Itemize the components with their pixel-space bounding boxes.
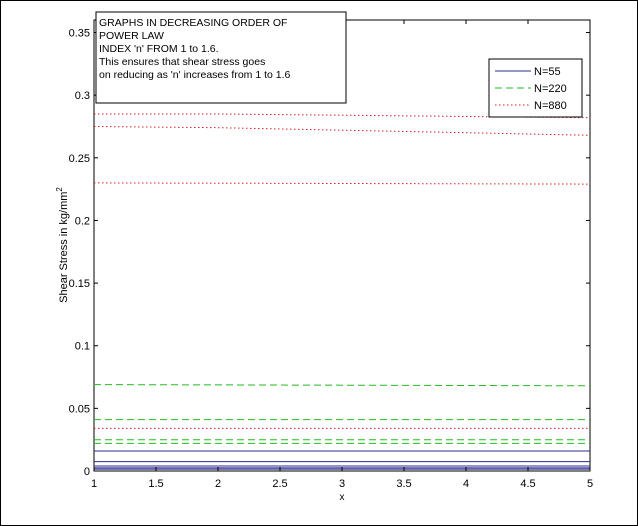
legend-label-n55: N=55 [534,66,561,78]
y-tick-label: 0.15 [69,278,90,290]
x-tick-label: 1 [91,478,97,490]
annotation-line-5: on reducing as 'n' increases from 1 to 1… [99,69,291,81]
x-tick-label: 2 [215,478,221,490]
y-tick-label: 0.1 [75,341,90,353]
x-tick-label: 2.5 [272,478,287,490]
x-tick-label: 4.5 [520,478,535,490]
y-tick-label: 0.3 [75,90,90,102]
series-line-n-880-2 [93,126,591,136]
legend-label-n220: N=220 [534,83,567,95]
annotation-line-1: GRAPHS IN DECREASING ORDER OF [99,17,287,29]
x-tick-label: 3 [339,478,345,490]
x-axis-label: x [340,492,345,503]
y-axis-label-main: Shear Stress in kg/mm [58,192,70,303]
y-tick-label: 0.25 [69,153,90,165]
annotation-box: GRAPHS IN DECREASING ORDER OF POWER LAW … [95,11,347,104]
series-line-n-880-3 [93,182,591,185]
annotation-line-3: INDEX 'n' FROM 1 to 1.6. [99,43,219,55]
series-line-n-220-1 [93,384,591,387]
annotation-line-2: POWER LAW [99,30,164,42]
y-tick-label: 0 [84,466,90,478]
annotation-box-border [95,11,347,104]
legend: N=55 N=220 N=880 [488,58,583,118]
y-tick-label: 0.05 [69,403,90,415]
y-axis-label-superscript: 2 [55,187,64,192]
legend-label-n880: N=880 [534,100,567,112]
y-axis-label: Shear Stress in kg/mm2 [55,187,70,303]
y-tick-label: 0.2 [75,215,90,227]
legend-box [488,58,583,118]
annotation-line-4: This ensures that shear stress goes [99,56,265,68]
x-tick-label: 5 [587,478,593,490]
y-tick-label: 0.35 [69,28,90,40]
tick-layer: 1 1.5 2 2.5 3 3.5 4 4.5 5 0 0.05 0.1 0.15 0.2 0.25 0.3 0… [69,20,593,490]
x-tick-label: 4 [463,478,469,490]
x-tick-label: 1.5 [148,478,163,490]
x-tick-label: 3.5 [396,478,411,490]
